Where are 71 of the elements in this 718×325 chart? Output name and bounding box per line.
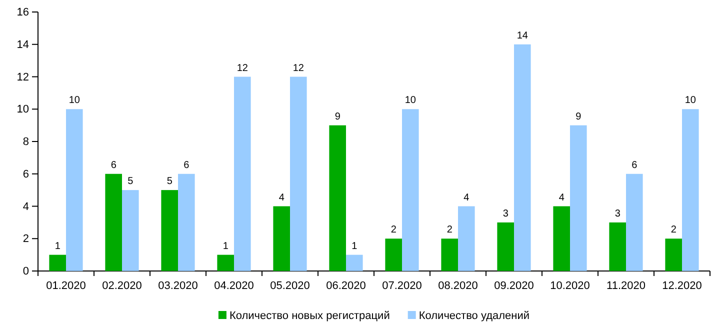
bar xyxy=(682,109,699,271)
data-label: 2 xyxy=(670,224,677,236)
x-tick-label: 12.2020 xyxy=(662,280,702,292)
x-tick-label: 07.2020 xyxy=(382,280,422,292)
bar xyxy=(273,206,290,271)
bar xyxy=(234,76,251,271)
bar xyxy=(553,206,570,271)
data-label: 1 xyxy=(352,240,358,252)
data-label: 6 xyxy=(184,160,190,171)
bar xyxy=(514,44,531,271)
data-label: 4 xyxy=(278,192,285,204)
data-label: 2 xyxy=(446,224,453,236)
bar xyxy=(161,190,178,271)
data-label: 14 xyxy=(516,30,528,42)
x-tick-label: 05.2020 xyxy=(270,280,310,292)
y-tick-label: 16 xyxy=(16,6,29,19)
bar xyxy=(122,190,139,271)
data-label: 6 xyxy=(632,160,638,171)
data-label: 12 xyxy=(236,62,248,74)
bar xyxy=(570,125,587,271)
bar xyxy=(346,254,363,271)
x-tick-label: 10.2020 xyxy=(550,280,590,292)
bar xyxy=(217,254,234,271)
bar xyxy=(290,76,307,271)
bar xyxy=(385,238,402,271)
data-label: 9 xyxy=(334,111,341,122)
data-label: 6 xyxy=(110,160,117,171)
bar xyxy=(49,254,66,271)
x-tick-label: 01.2020 xyxy=(46,280,86,292)
data-label: 10 xyxy=(684,95,696,106)
y-tick-label: 2 xyxy=(22,233,29,246)
data-label: 4 xyxy=(464,192,470,204)
bar xyxy=(626,174,643,271)
bar xyxy=(178,174,195,271)
bar xyxy=(609,222,626,271)
x-tick-label: 11.2020 xyxy=(606,280,646,292)
data-label: 5 xyxy=(166,176,173,188)
x-tick-label: 03.2020 xyxy=(158,280,198,292)
data-label: 9 xyxy=(576,111,582,122)
y-tick-label: 0 xyxy=(22,266,29,278)
data-label: 5 xyxy=(128,176,134,188)
y-tick-label: 12 xyxy=(16,71,29,84)
data-label: 3 xyxy=(502,208,509,220)
y-tick-label: 14 xyxy=(16,38,29,51)
bar xyxy=(458,206,475,271)
bar xyxy=(402,109,419,271)
y-tick-label: 8 xyxy=(22,136,29,148)
x-tick-label: 02.2020 xyxy=(102,280,142,292)
bar xyxy=(441,238,458,271)
bar xyxy=(497,222,514,271)
data-label: 3 xyxy=(614,208,621,220)
bar xyxy=(105,174,122,271)
legend-label: Количество новых регистраций xyxy=(229,310,390,322)
x-tick-label: 06.2020 xyxy=(326,280,366,292)
bar xyxy=(665,238,682,271)
x-tick-label: 04.2020 xyxy=(214,280,254,292)
data-label: 1 xyxy=(54,240,61,252)
bar xyxy=(66,109,83,271)
data-label: 12 xyxy=(292,62,304,74)
x-tick-label: 09.2020 xyxy=(494,280,534,292)
data-label: 10 xyxy=(68,95,80,106)
x-tick-label: 08.2020 xyxy=(438,280,478,292)
y-tick-label: 10 xyxy=(16,104,29,116)
data-label: 2 xyxy=(390,224,397,236)
data-label: 4 xyxy=(558,192,565,204)
legend-label: Количество удалений xyxy=(418,310,530,322)
y-tick-label: 4 xyxy=(22,200,29,213)
y-tick-label: 6 xyxy=(22,168,29,180)
bar xyxy=(329,125,346,271)
data-label: 1 xyxy=(222,240,229,252)
data-label: 10 xyxy=(404,95,416,106)
